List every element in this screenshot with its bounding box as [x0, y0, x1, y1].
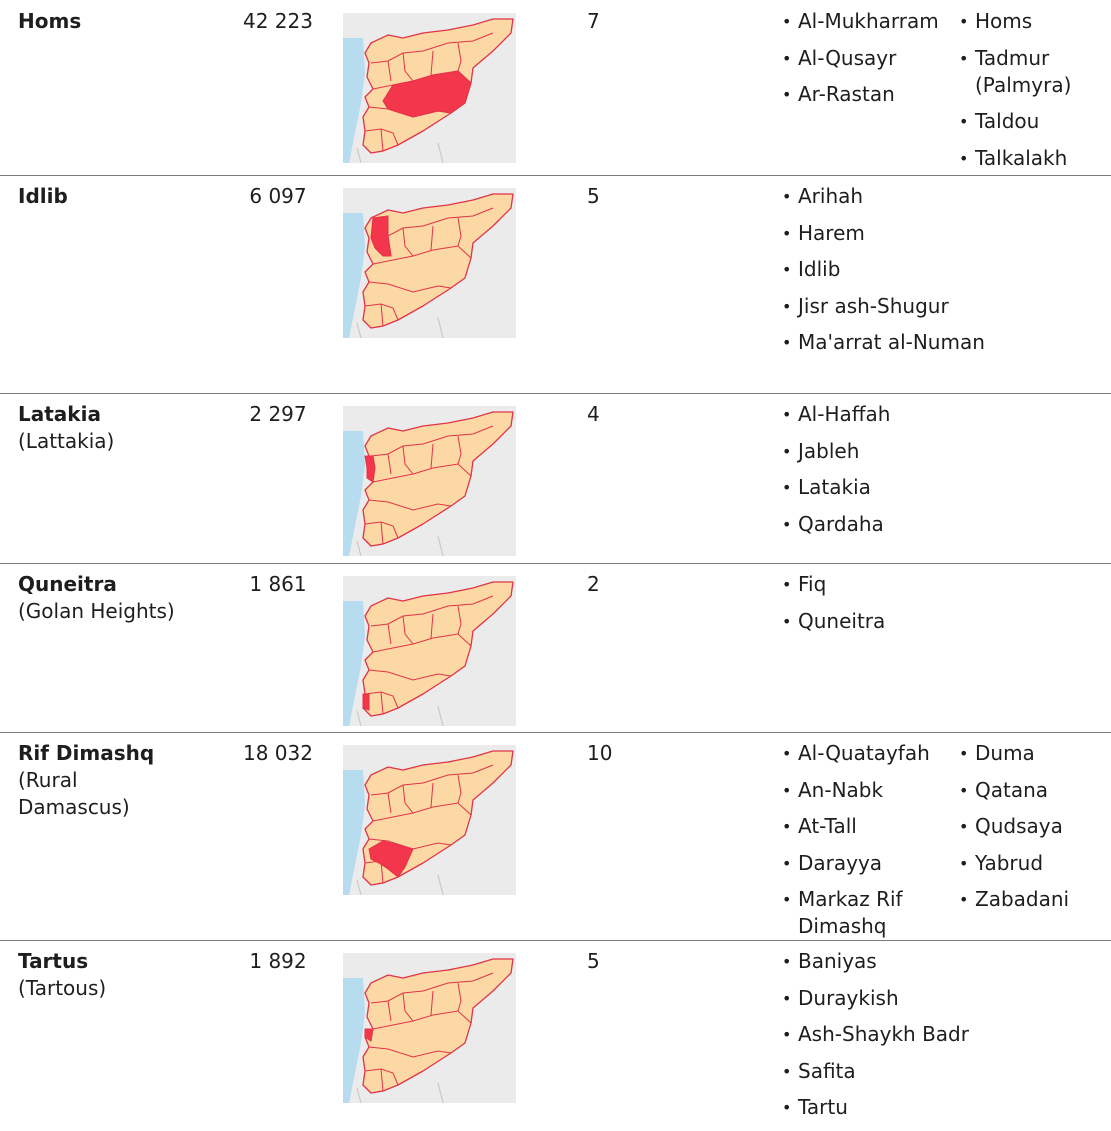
list-item: Duma: [959, 740, 1099, 767]
list-item: Al-Qusayr: [782, 45, 952, 72]
list-item: Al-Mukharram: [782, 8, 952, 35]
district-list: Baniyas Duraykish Ash-Shaykh Badr Safita…: [782, 948, 1102, 1131]
province-map: [343, 406, 516, 556]
area-cell: 1 892: [249, 949, 307, 973]
province-name: Homs: [18, 9, 82, 33]
list-item: Tartu: [782, 1094, 1102, 1121]
highlighted-region: [364, 455, 376, 483]
province-map: [343, 576, 516, 726]
list-item: Safita: [782, 1058, 1102, 1085]
district-list: Homs Tadmur (Palmyra) Taldou Talkalakh: [959, 8, 1099, 181]
table-row: Quneitra (Golan Heights) 1 861 2 Fiq Qun…: [0, 563, 1111, 733]
province-map: [343, 745, 516, 895]
districts-count: 5: [587, 184, 600, 208]
province-name-cell: Homs: [18, 8, 81, 35]
list-item: Fiq: [782, 571, 1102, 598]
list-item: Zabadani: [959, 886, 1099, 913]
districts-count: 5: [587, 949, 600, 973]
list-item: Ar-Rastan: [782, 81, 952, 108]
province-name: Quneitra: [18, 572, 117, 596]
list-item: Qudsaya: [959, 813, 1099, 840]
districts-count: 7: [587, 9, 600, 33]
province-name-cell: Quneitra (Golan Heights): [18, 571, 175, 625]
list-item: Yabrud: [959, 850, 1099, 877]
table-row: Homs 42 223 7 Al-Mukharram Al-Qusayr Ar-…: [0, 0, 1111, 176]
province-name-cell: Latakia (Lattakia): [18, 401, 114, 455]
list-item: Jisr ash-Shugur: [782, 293, 1102, 320]
list-item: Tadmur (Palmyra): [959, 45, 1099, 99]
list-item: Darayya: [782, 850, 942, 877]
highlighted-region: [370, 215, 392, 257]
table-row: Latakia (Lattakia) 2 297 4 Al-Haffah Jab…: [0, 393, 1111, 564]
district-list: Al-Quatayfah An-Nabk At-Tall Darayya Mar…: [782, 740, 942, 950]
province-name: Latakia: [18, 402, 101, 426]
area-cell: 1 861: [249, 572, 307, 596]
district-list: Al-Haffah Jableh Latakia Qardaha: [782, 401, 1102, 547]
highlighted-region: [364, 1028, 374, 1042]
list-item: Quneitra: [782, 608, 1102, 635]
area-cell: 6 097: [249, 184, 307, 208]
province-name: Tartus: [18, 949, 89, 973]
districts-count: 2: [587, 572, 600, 596]
list-item: Al-Quatayfah: [782, 740, 942, 767]
district-list: Duma Qatana Qudsaya Yabrud Zabadani: [959, 740, 1099, 923]
list-item: Talkalakh: [959, 145, 1099, 172]
province-name-cell: Idlib: [18, 183, 68, 210]
table-row: Idlib 6 097 5 Arihah Harem Idlib Jisr as…: [0, 175, 1111, 394]
list-item: An-Nabk: [782, 777, 942, 804]
table-row: Tartus (Tartous) 1 892 5 Baniyas Durayki…: [0, 940, 1111, 1121]
highlighted-region: [382, 70, 472, 118]
districts-count: 10: [587, 741, 613, 765]
list-item: Arihah: [782, 183, 1102, 210]
table-row: Rif Dimashq (Rural Damascus) 18 032 10 A…: [0, 732, 1111, 941]
districts-count: 4: [587, 402, 600, 426]
district-list: Al-Mukharram Al-Qusayr Ar-Rastan: [782, 8, 952, 118]
list-item: Harem: [782, 220, 1102, 247]
province-map: [343, 188, 516, 338]
list-item: Al-Haffah: [782, 401, 1102, 428]
list-item: Ash-Shaykh Badr: [782, 1021, 1102, 1048]
province-alt-name: (Golan Heights): [18, 599, 175, 623]
list-item: Homs: [959, 8, 1099, 35]
list-item: Latakia: [782, 474, 1102, 501]
province-alt-name: (Rural Damascus): [18, 768, 130, 819]
list-item: Duraykish: [782, 985, 1102, 1012]
list-item: Jableh: [782, 438, 1102, 465]
district-list: Fiq Quneitra: [782, 571, 1102, 644]
list-item: Ma'arrat al-Numan: [782, 329, 1102, 356]
highlighted-region: [368, 840, 414, 878]
list-item: Qardaha: [782, 511, 1102, 538]
province-name-cell: Rif Dimashq (Rural Damascus): [18, 740, 154, 821]
list-item: Markaz Rif Dimashq: [782, 886, 923, 940]
list-item: Baniyas: [782, 948, 1102, 975]
area-cell: 42 223: [243, 9, 313, 33]
area-cell: 2 297: [249, 402, 307, 426]
list-item: Taldou: [959, 108, 1099, 135]
province-name: Idlib: [18, 184, 68, 208]
area-cell: 18 032: [243, 741, 313, 765]
list-item: Idlib: [782, 256, 1102, 283]
province-map: [343, 953, 516, 1103]
list-item: Qatana: [959, 777, 1099, 804]
province-alt-name: (Lattakia): [18, 429, 115, 453]
province-alt-name: (Tartous): [18, 976, 107, 1000]
province-map: [343, 13, 516, 163]
highlighted-region: [362, 693, 370, 711]
province-name-cell: Tartus (Tartous): [18, 948, 106, 1002]
province-name: Rif Dimashq: [18, 741, 155, 765]
list-item: At-Tall: [782, 813, 942, 840]
district-list: Arihah Harem Idlib Jisr ash-Shugur Ma'ar…: [782, 183, 1102, 366]
